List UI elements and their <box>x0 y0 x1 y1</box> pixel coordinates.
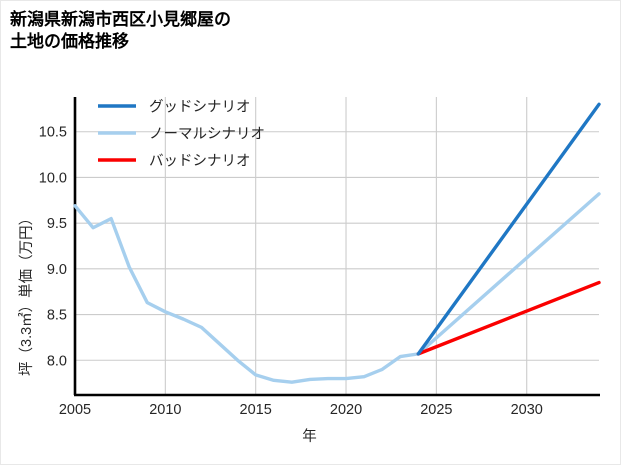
data-lines-group <box>73 102 601 384</box>
x-axis-title: 年 <box>302 429 317 445</box>
page-title: 新潟県新潟市西区小見郷屋の 土地の価格推移 <box>10 10 231 52</box>
y-tick-label: 9.0 <box>47 262 67 278</box>
data-line-bad <box>416 280 601 356</box>
legend-label: バッドシナリオ <box>149 154 251 170</box>
y-axis-title: 坪（3.3㎡）単価（万円） <box>19 210 35 376</box>
x-tick-label: 2010 <box>149 402 181 418</box>
axis-lines-group <box>73 97 600 397</box>
x-tick-label: 2030 <box>511 402 543 418</box>
y-tick-label: 9.5 <box>47 216 67 232</box>
legend-label: グッドシナリオ <box>149 99 251 116</box>
x-tick-label: 2020 <box>330 402 362 418</box>
y-tick-labels-group: 8.0 8.5 9.0 9.5 10.0 10.5 <box>39 125 67 370</box>
x-tick-label: 2015 <box>240 402 272 418</box>
data-line-good <box>416 102 601 356</box>
x-tick-labels-group: 2005 2010 2015 2020 2025 2030 <box>59 402 543 418</box>
y-tick-label: 8.5 <box>47 308 67 324</box>
x-tick-label: 2025 <box>420 402 452 418</box>
legend-label: ノーマルシナリオ <box>149 127 265 143</box>
y-tick-label: 8.0 <box>47 353 67 369</box>
x-tick-label: 2005 <box>59 402 91 418</box>
data-line-normal <box>73 192 601 384</box>
y-tick-label: 10.5 <box>39 125 67 141</box>
y-tick-label: 10.0 <box>39 170 67 186</box>
